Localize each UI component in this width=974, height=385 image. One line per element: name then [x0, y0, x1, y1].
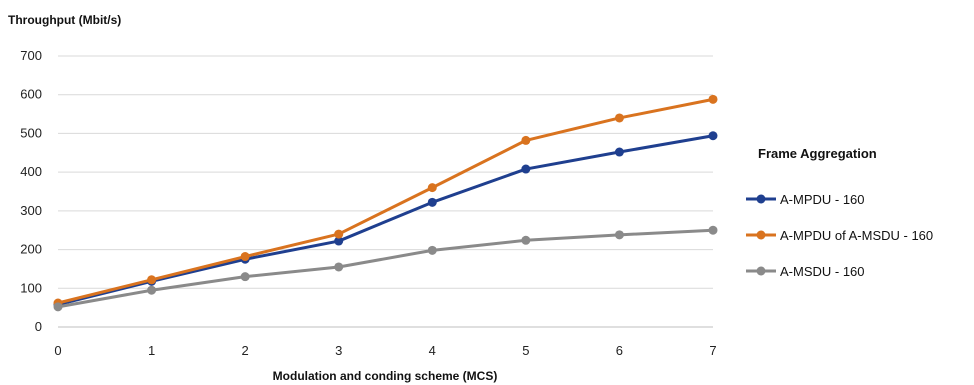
x-tick-label: 6 [616, 343, 623, 358]
data-point [708, 131, 718, 141]
data-point [521, 164, 531, 174]
legend-label: A-MSDU - 160 [780, 264, 865, 279]
data-point [53, 302, 63, 312]
y-tick-label: 400 [20, 164, 42, 179]
x-tick-label: 1 [148, 343, 155, 358]
legend-label: A-MPDU - 160 [780, 192, 865, 207]
y-axis-tick-labels: 0 100 200 300 400 500 600 700 [20, 48, 42, 334]
gridlines [58, 55, 713, 328]
series-line [56, 134, 715, 307]
legend-title: Frame Aggregation [758, 146, 877, 161]
series-3 [53, 225, 718, 312]
data-point [521, 135, 531, 145]
y-tick-label: 300 [20, 203, 42, 218]
series-line [56, 228, 715, 309]
data-point [334, 229, 344, 239]
legend-swatch-marker [756, 194, 766, 204]
x-tick-label: 5 [522, 343, 529, 358]
series-2 [53, 94, 718, 308]
series-line [56, 97, 715, 305]
data-point [147, 275, 157, 285]
y-tick-label: 500 [20, 125, 42, 140]
legend-swatch-marker [756, 266, 766, 276]
x-tick-label: 7 [709, 343, 716, 358]
data-point [240, 272, 250, 282]
legend-label: A-MPDU of A-MSDU - 160 [780, 228, 933, 243]
y-tick-label: 700 [20, 48, 42, 63]
y-axis-title: Throughput (Mbit/s) [8, 13, 121, 27]
legend-item: A-MPDU of A-MSDU - 160 [746, 228, 933, 243]
x-tick-label: 0 [54, 343, 61, 358]
x-axis-tick-labels: 0 1 2 3 4 5 6 7 [54, 343, 716, 358]
data-point [147, 285, 157, 295]
legend-item: A-MPDU - 160 [746, 192, 865, 207]
data-point [240, 252, 250, 262]
data-point [427, 183, 437, 193]
legend-swatch-marker [756, 230, 766, 240]
legend-item: A-MSDU - 160 [746, 264, 865, 279]
data-point [708, 225, 718, 235]
data-point [334, 236, 344, 246]
y-tick-label: 0 [35, 319, 42, 334]
data-point [427, 245, 437, 255]
y-tick-label: 100 [20, 280, 42, 295]
y-tick-label: 200 [20, 242, 42, 257]
data-point [614, 147, 624, 157]
x-axis-title: Modulation and conding scheme (MCS) [273, 369, 498, 383]
data-point [427, 197, 437, 207]
data-point [614, 113, 624, 123]
data-point [521, 235, 531, 245]
series-lines [53, 94, 718, 312]
data-point [614, 230, 624, 240]
data-point [708, 94, 718, 104]
legend: Frame Aggregation A-MPDU - 160 A-MPDU of … [746, 146, 933, 279]
y-tick-label: 600 [20, 87, 42, 102]
data-point [334, 262, 344, 272]
x-tick-label: 2 [242, 343, 249, 358]
x-tick-label: 3 [335, 343, 342, 358]
x-tick-label: 4 [429, 343, 436, 358]
